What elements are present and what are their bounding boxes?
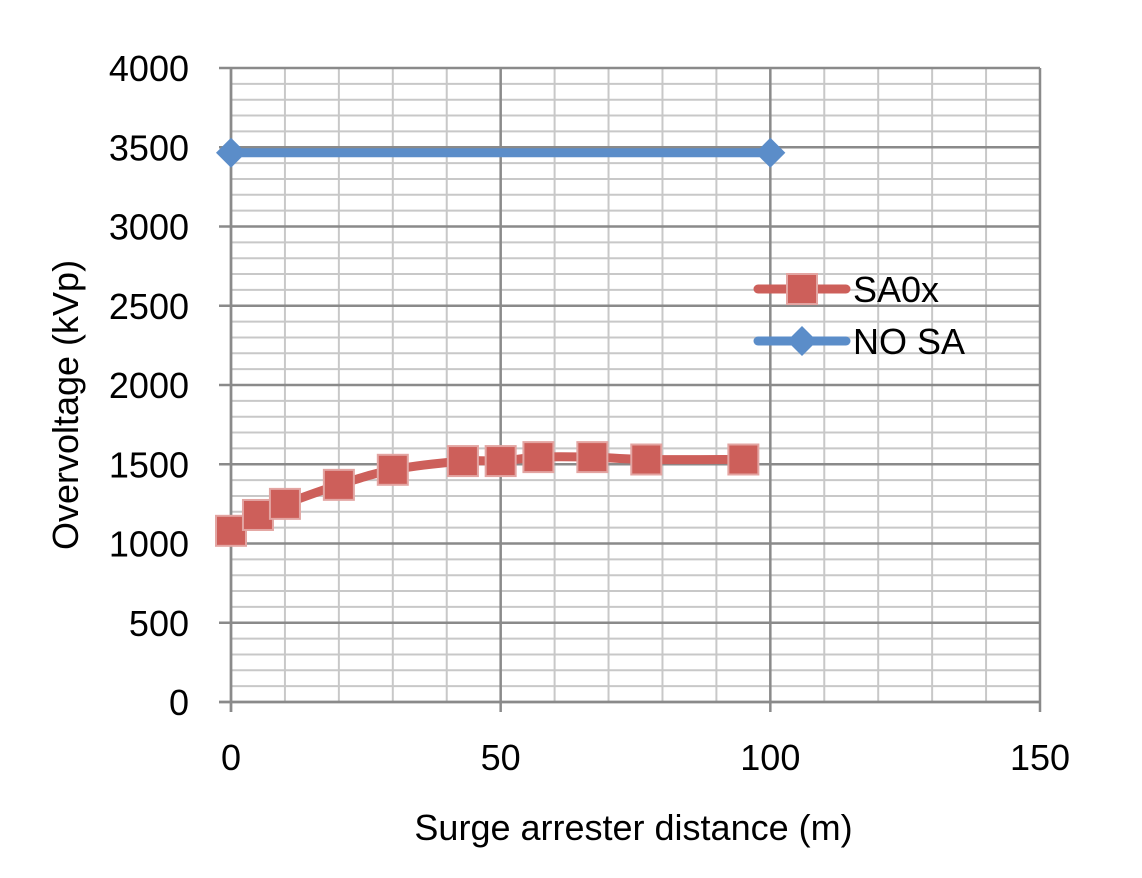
data-point-sa0x	[630, 443, 663, 476]
data-point-sa0x	[727, 443, 760, 476]
x-tick-label: 100	[740, 737, 800, 778]
y-tick-label: 1500	[109, 444, 189, 485]
data-point-sa0x	[268, 487, 301, 520]
y-tick-label: 500	[129, 603, 189, 644]
legend-swatch-marker	[786, 273, 818, 305]
y-tick-label: 0	[169, 682, 189, 723]
y-axis-title: Overvoltage (kVp)	[45, 260, 86, 550]
series-sa0x	[215, 441, 760, 547]
legend-label-no-sa: NO SA	[853, 321, 965, 362]
y-tick-label: 3500	[109, 127, 189, 168]
data-point-sa0x	[215, 514, 247, 547]
data-point-no-sa	[216, 137, 246, 168]
data-point-sa0x	[576, 441, 609, 474]
legend-item-sa0x: SA0x	[753, 269, 939, 310]
y-tick-label: 3000	[109, 207, 189, 248]
data-point-no-sa	[755, 137, 786, 168]
y-axis-tick-labels: 0 500 1000 1500 2000 2500 3000 3500 4000	[109, 48, 189, 723]
series-layer	[215, 137, 786, 547]
legend-swatch-marker	[787, 326, 817, 356]
y-tick-label: 4000	[109, 48, 189, 89]
x-axis-title: Surge arrester distance (m)	[414, 807, 852, 848]
x-axis-tick-labels: 0 50 100 150	[221, 737, 1070, 778]
legend: SA0x NO SA	[753, 269, 965, 362]
x-tick-label: 50	[481, 737, 521, 778]
data-point-sa0x	[376, 453, 409, 486]
data-point-sa0x	[446, 445, 479, 478]
axes	[219, 66, 1042, 712]
data-point-sa0x	[241, 498, 274, 531]
data-point-sa0x	[522, 441, 555, 474]
legend-item-no-sa: NO SA	[753, 321, 965, 362]
data-point-sa0x	[484, 445, 517, 478]
x-tick-label: 150	[1010, 737, 1070, 778]
data-point-sa0x	[322, 468, 355, 501]
x-tick-label: 0	[221, 737, 241, 778]
y-tick-label: 2000	[109, 365, 189, 406]
series-no-sa	[216, 137, 786, 168]
y-tick-label: 1000	[109, 524, 189, 565]
legend-label-sa0x: SA0x	[853, 269, 939, 310]
y-tick-label: 2500	[109, 286, 189, 327]
